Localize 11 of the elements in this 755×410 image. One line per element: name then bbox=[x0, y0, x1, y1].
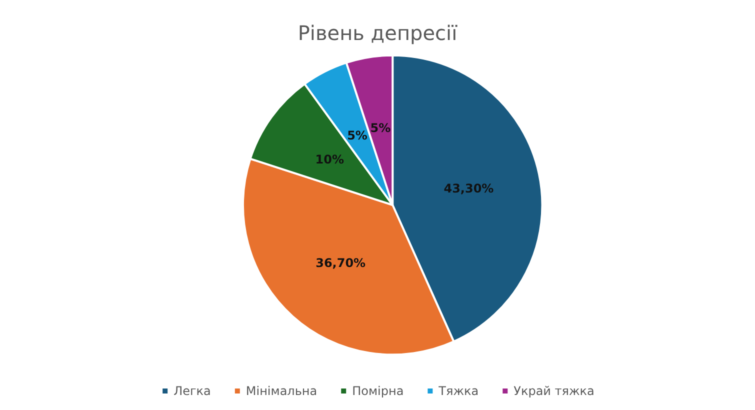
data-label: 43,30% bbox=[444, 182, 494, 196]
legend-label: Легка bbox=[174, 384, 211, 398]
legend-label: Мінімальна bbox=[246, 384, 318, 398]
data-label: 36,70% bbox=[316, 256, 366, 270]
chart-title: Рівень депресії bbox=[298, 21, 458, 45]
data-label: 5% bbox=[347, 128, 368, 143]
data-label: 10% bbox=[315, 152, 344, 166]
legend-label: Помірна bbox=[352, 384, 404, 398]
legend-label: Украй тяжка bbox=[514, 384, 594, 398]
legend-label: Тяжка bbox=[438, 384, 479, 398]
data-label: 5% bbox=[370, 121, 391, 136]
